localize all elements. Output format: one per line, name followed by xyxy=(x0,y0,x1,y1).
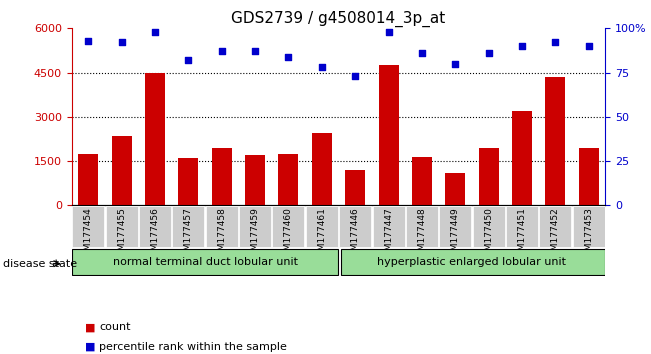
Point xyxy=(83,38,94,44)
Point xyxy=(517,43,527,49)
Point xyxy=(283,54,294,59)
Text: normal terminal duct lobular unit: normal terminal duct lobular unit xyxy=(113,257,298,267)
Bar xyxy=(546,77,565,205)
Bar xyxy=(178,158,199,205)
Text: GSM177454: GSM177454 xyxy=(84,207,93,262)
Bar xyxy=(145,73,165,205)
Bar xyxy=(506,206,538,247)
Bar xyxy=(579,148,599,205)
Text: GSM177446: GSM177446 xyxy=(351,207,360,262)
Point xyxy=(484,50,494,56)
Text: hyperplastic enlarged lobular unit: hyperplastic enlarged lobular unit xyxy=(378,257,566,267)
Text: GSM177458: GSM177458 xyxy=(217,207,227,262)
Point xyxy=(250,48,260,54)
Text: GSM177461: GSM177461 xyxy=(317,207,326,262)
Text: GSM177451: GSM177451 xyxy=(518,207,527,262)
Bar xyxy=(239,206,271,247)
Text: GSM177447: GSM177447 xyxy=(384,207,393,262)
Point xyxy=(417,50,427,56)
Point xyxy=(550,40,561,45)
Bar xyxy=(72,206,104,247)
Bar xyxy=(339,206,371,247)
Point xyxy=(150,29,160,35)
Bar xyxy=(105,206,137,247)
Bar xyxy=(478,148,499,205)
Text: count: count xyxy=(99,322,130,332)
Bar xyxy=(306,206,338,247)
Text: ■: ■ xyxy=(85,342,95,352)
Text: GSM177456: GSM177456 xyxy=(150,207,159,262)
Text: GSM177460: GSM177460 xyxy=(284,207,293,262)
Bar xyxy=(445,173,465,205)
Point xyxy=(316,64,327,70)
Bar xyxy=(372,206,404,247)
Point xyxy=(350,73,361,79)
Bar xyxy=(439,206,471,247)
Title: GDS2739 / g4508014_3p_at: GDS2739 / g4508014_3p_at xyxy=(231,11,446,27)
Bar xyxy=(540,206,572,247)
Text: GSM177452: GSM177452 xyxy=(551,207,560,262)
Point xyxy=(117,40,127,45)
Text: GSM177448: GSM177448 xyxy=(417,207,426,262)
Point xyxy=(583,43,594,49)
Text: ■: ■ xyxy=(85,322,95,332)
Bar xyxy=(412,156,432,205)
Bar xyxy=(78,154,98,205)
Text: GSM177457: GSM177457 xyxy=(184,207,193,262)
Text: percentile rank within the sample: percentile rank within the sample xyxy=(99,342,287,352)
Bar xyxy=(72,249,338,275)
Bar xyxy=(573,206,605,247)
Bar xyxy=(312,133,332,205)
Point xyxy=(383,29,394,35)
Point xyxy=(183,57,193,63)
Point xyxy=(217,48,227,54)
Text: GSM177459: GSM177459 xyxy=(251,207,260,262)
Bar xyxy=(173,206,204,247)
Text: GSM177450: GSM177450 xyxy=(484,207,493,262)
Bar xyxy=(279,154,298,205)
Bar xyxy=(112,136,132,205)
Text: GSM177449: GSM177449 xyxy=(450,207,460,262)
Text: disease state: disease state xyxy=(3,259,77,269)
Bar xyxy=(406,206,438,247)
Bar xyxy=(206,206,238,247)
Text: GSM177453: GSM177453 xyxy=(584,207,593,262)
Text: GSM177455: GSM177455 xyxy=(117,207,126,262)
Bar xyxy=(473,206,505,247)
Point xyxy=(450,61,460,67)
Bar xyxy=(340,249,605,275)
Bar xyxy=(212,148,232,205)
Bar xyxy=(273,206,305,247)
Bar xyxy=(345,170,365,205)
Bar xyxy=(139,206,171,247)
Bar xyxy=(378,65,398,205)
Bar xyxy=(512,111,532,205)
Bar xyxy=(245,155,265,205)
